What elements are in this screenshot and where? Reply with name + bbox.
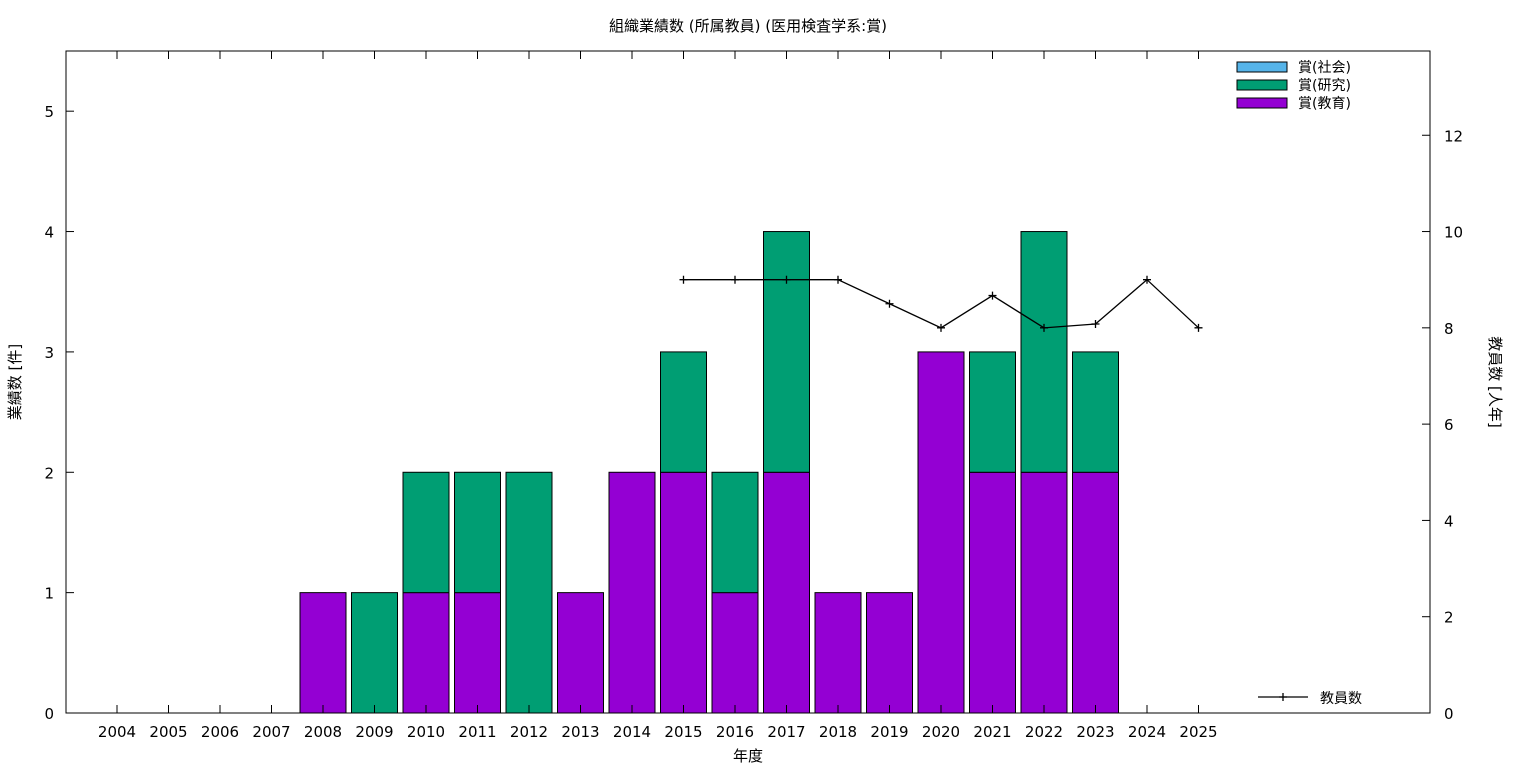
x-tick-label: 2009	[355, 723, 393, 741]
bar-2010	[402, 471, 450, 594]
bar-2011	[454, 592, 501, 714]
x-tick-label: 2005	[149, 723, 187, 741]
y-tick-label: 3	[44, 344, 54, 362]
bar-2023	[1072, 351, 1119, 473]
line-point-2024	[1143, 275, 1151, 284]
line-layer	[679, 275, 1203, 332]
line-point-2015	[679, 275, 688, 284]
y-tick-label: 5	[44, 103, 54, 121]
bar-2019	[866, 592, 913, 714]
chart-title: 組織業績数 (所属教員) (医用検査学系:賞)	[609, 17, 887, 35]
line-point-2016	[731, 275, 739, 284]
bar-2015	[660, 471, 707, 714]
bar-2016	[711, 592, 759, 714]
y2-axis-label: 教員数 [人年]	[1486, 336, 1504, 427]
line-point-2017	[782, 275, 791, 284]
plot-frame	[65, 50, 1431, 714]
legend-label: 賞(教育)	[1298, 96, 1351, 112]
x-tick-label: 2018	[819, 723, 857, 741]
x-tick-label: 2013	[561, 723, 599, 741]
y2-tick-label: 12	[1444, 127, 1463, 145]
x-tick-label: 2020	[922, 723, 960, 741]
x-tick-label: 2011	[458, 723, 496, 741]
x-tick-label: 2024	[1128, 723, 1166, 741]
bar-2008	[299, 592, 347, 714]
bar-2021	[969, 351, 1016, 473]
bars-layer	[299, 231, 1119, 714]
x-tick-label: 2010	[407, 723, 445, 741]
y-tick-label: 4	[44, 224, 54, 242]
legend-swatch	[1236, 61, 1288, 73]
bar-2021	[969, 471, 1016, 714]
legend-label: 賞(社会)	[1298, 60, 1351, 76]
bar-2014	[608, 471, 656, 714]
y2-tick-label: 2	[1444, 609, 1454, 627]
y2-tick-label: 10	[1444, 224, 1463, 242]
bar-2022	[1020, 231, 1068, 473]
bar-2010	[402, 592, 450, 714]
y2-tick-label: 6	[1444, 416, 1454, 434]
bar-2011	[454, 471, 501, 594]
line-point-2023	[1091, 319, 1100, 328]
y-axis-label: 業績数 [件]	[6, 344, 24, 420]
legend-label: 賞(研究)	[1298, 78, 1351, 94]
legend-line-marker	[1279, 693, 1287, 701]
bar-2016	[711, 471, 759, 594]
x-tick-label: 2025	[1179, 723, 1217, 741]
line-point-2022	[1040, 323, 1048, 332]
x-tick-label: 2019	[870, 723, 908, 741]
line-point-2018	[834, 275, 842, 284]
bar-2009	[351, 592, 398, 714]
line-point-2020	[937, 323, 945, 332]
x-axis-label: 年度	[733, 747, 763, 765]
bar-2012	[505, 471, 553, 714]
line-series-path	[683, 278, 1199, 329]
bar-2018	[814, 592, 862, 714]
y-tick-label: 1	[44, 585, 54, 603]
x-tick-label: 2014	[613, 723, 651, 741]
x-tick-label: 2023	[1076, 723, 1114, 741]
x-tick-label: 2006	[201, 723, 239, 741]
bar-2015	[660, 351, 707, 473]
x-tick-label: 2007	[252, 723, 290, 741]
line-point-2025	[1194, 323, 1203, 332]
bar-2017	[763, 471, 810, 714]
x-tick-label: 2017	[767, 723, 805, 741]
y2-tick-label: 4	[1444, 512, 1454, 530]
line-point-2019	[885, 299, 894, 308]
y-tick-label: 0	[44, 705, 54, 723]
bar-2020	[917, 351, 965, 714]
x-tick-label: 2015	[664, 723, 702, 741]
y-tick-label: 2	[44, 464, 54, 482]
y2-tick-label: 8	[1444, 320, 1454, 338]
legend-swatch	[1236, 79, 1288, 91]
legend: 賞(社会) 賞(研究) 賞(教育) 教員数	[1236, 60, 1362, 707]
line-point-2021	[988, 291, 997, 300]
bar-2023	[1072, 471, 1119, 714]
x-tick-label: 2016	[716, 723, 754, 741]
bar-2013	[557, 592, 604, 714]
bar-2017	[763, 231, 810, 473]
legend-line-label: 教員数	[1320, 691, 1362, 707]
y2-tick-label: 0	[1444, 705, 1454, 723]
x-tick-label: 2021	[973, 723, 1011, 741]
x-tick-label: 2004	[98, 723, 136, 741]
x-tick-label: 2012	[510, 723, 548, 741]
x-tick-label: 2022	[1025, 723, 1063, 741]
x-tick-label: 2008	[304, 723, 342, 741]
legend-swatch	[1236, 97, 1288, 109]
bar-2022	[1020, 471, 1068, 714]
